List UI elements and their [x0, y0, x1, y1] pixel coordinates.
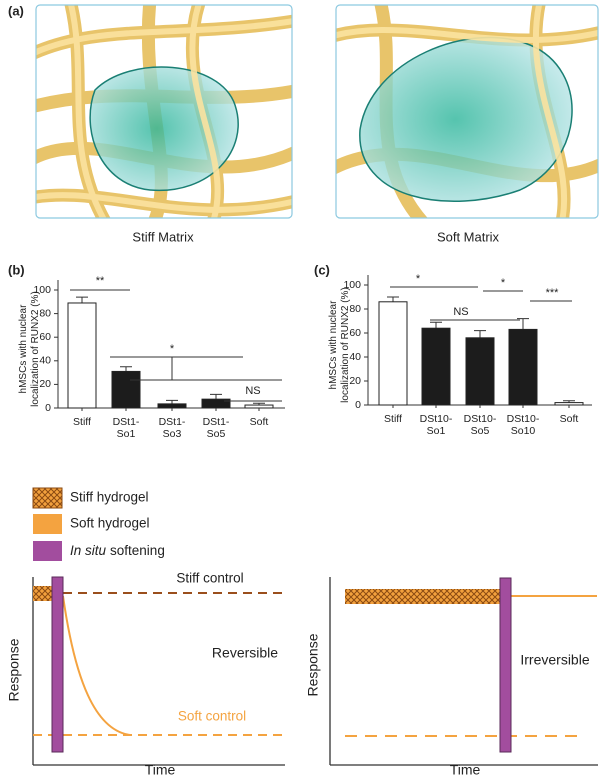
legend-label: In situ softening — [70, 543, 165, 558]
significance-label: * — [416, 273, 421, 285]
bar — [421, 327, 451, 406]
y-tick-label: 40 — [349, 351, 361, 363]
stiff-hydrogel-bar — [345, 589, 500, 604]
significance-label: * — [170, 343, 175, 355]
y-axis-label: hMSCs with nuclear localization of RUNX2… — [18, 291, 41, 407]
significance-label: NS — [453, 306, 468, 318]
softening-bar — [499, 577, 512, 753]
y-axis-label: Response — [6, 638, 22, 701]
x-tick-label: DSt10-So5 — [463, 413, 497, 437]
diagram-label: Irreversible — [520, 652, 589, 668]
x-tick-label: DSt1-So1 — [112, 416, 140, 440]
significance-label: * — [501, 277, 506, 289]
bar — [67, 302, 97, 409]
y-tick-label: 100 — [33, 284, 51, 296]
x-tick-label: DSt10-So1 — [419, 413, 453, 437]
legend-label: Stiff hydrogel — [70, 490, 149, 505]
legend-swatch — [33, 541, 62, 561]
significance-label: *** — [546, 287, 560, 299]
bar — [508, 328, 538, 406]
x-tick-label: Soft — [249, 416, 269, 428]
x-axis-label: Time — [145, 762, 176, 778]
stiff-hydrogel-bar — [33, 586, 52, 601]
significance-label: NS — [245, 385, 260, 397]
bar — [465, 337, 495, 406]
panel-label: (a) — [8, 3, 24, 18]
error-bar — [387, 296, 399, 302]
legend-swatch — [33, 514, 62, 534]
y-tick-label: 0 — [355, 399, 361, 411]
x-tick-label: Soft — [559, 413, 579, 425]
error-bar — [166, 399, 178, 404]
bar — [157, 403, 187, 409]
legend-swatch — [32, 487, 63, 509]
y-tick-label: 80 — [39, 307, 51, 319]
diagram-label: Stiff control — [176, 571, 243, 586]
legend-label: Soft hydrogel — [70, 516, 150, 531]
legend-label-rest: softening — [110, 543, 165, 558]
x-tick-label: Stiff — [384, 413, 402, 425]
diagram-label: Reversible — [212, 645, 278, 661]
error-bar — [210, 393, 222, 400]
error-bar — [517, 318, 529, 330]
x-axis-label: Time — [450, 762, 481, 778]
error-bar — [76, 296, 88, 303]
x-tick-label: DSt1-So3 — [158, 416, 186, 440]
response-curve — [62, 595, 131, 736]
bar — [201, 398, 231, 409]
panel-label: (c) — [314, 262, 330, 277]
stiff-matrix-illustration — [36, 5, 292, 218]
x-tick-label: Stiff — [73, 416, 91, 428]
y-tick-label: 60 — [39, 331, 51, 343]
caption: Stiff Matrix — [132, 229, 194, 244]
x-tick-label: DSt10-So10 — [506, 413, 540, 437]
y-tick-label: 60 — [349, 327, 361, 339]
bar — [111, 370, 141, 409]
y-tick-label: 20 — [39, 378, 51, 390]
y-tick-label: 0 — [45, 402, 51, 414]
y-tick-label: 100 — [343, 279, 361, 291]
soft-matrix-illustration — [336, 5, 598, 218]
bar — [378, 301, 408, 406]
y-tick-label: 40 — [39, 355, 51, 367]
panel-label: (b) — [8, 262, 25, 277]
error-bar — [474, 330, 486, 338]
y-tick-label: 80 — [349, 303, 361, 315]
diagram-label: Soft control — [178, 709, 246, 724]
bar — [554, 402, 584, 406]
error-bar — [430, 321, 442, 329]
y-tick-label: 20 — [349, 375, 361, 387]
bar — [244, 404, 274, 409]
caption: Soft Matrix — [437, 229, 500, 244]
x-tick-label: DSt1-So5 — [202, 416, 230, 440]
softening-bar — [51, 576, 64, 753]
legend-label-italic: In situ — [70, 543, 107, 558]
significance-label: ** — [96, 275, 105, 287]
error-bar — [120, 366, 132, 372]
y-axis-label: Response — [305, 633, 321, 696]
y-axis-label: hMSCs with nuclear localization of RUNX2… — [328, 287, 351, 403]
